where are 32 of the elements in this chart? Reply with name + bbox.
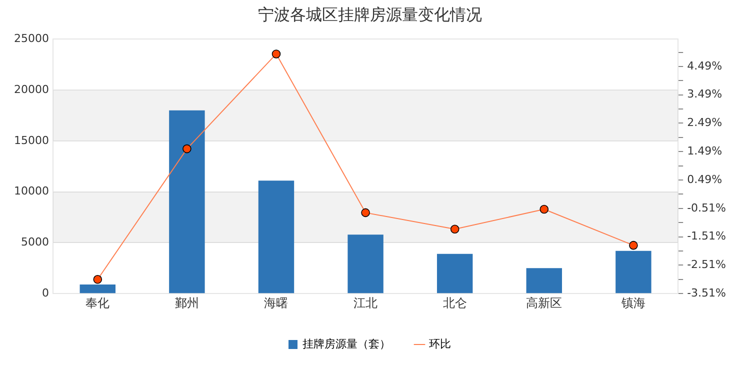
y-tick-label: 10000 [14, 184, 49, 198]
y2-tick-label: 4.49% [687, 59, 722, 72]
bar [436, 254, 473, 294]
y-tick-label: 0 [42, 286, 49, 300]
y2-tick-label: -3.51% [687, 286, 726, 300]
y2-tick-label: -0.51% [687, 201, 726, 214]
legend-label: 挂牌房源量（套） [302, 337, 390, 350]
x-tick-label: 鄞州 [174, 296, 199, 310]
bar [258, 180, 294, 294]
y-tick-label: 15000 [14, 134, 49, 147]
y2-tick-label: 2.49% [687, 116, 722, 130]
x-tick-label: 镇海 [620, 296, 646, 310]
y-tick-label: 25000 [14, 32, 49, 46]
bar [526, 268, 562, 294]
bar [80, 284, 116, 294]
bar [348, 234, 384, 294]
bar [169, 110, 205, 294]
y2-tick-label: -2.51% [687, 258, 726, 272]
legend-label: 环比 [429, 337, 451, 350]
chart-title: 宁波各城区挂牌房源量变化情况 [258, 4, 482, 24]
x-tick-label: 北仑 [442, 296, 467, 310]
y-tick-label: 20000 [14, 82, 49, 96]
x-tick-label: 高新区 [526, 296, 562, 310]
bar [616, 250, 652, 294]
x-tick-label: 海曙 [264, 296, 288, 310]
y2-tick-label: 3.49% [687, 88, 722, 101]
y-tick-label: 5000 [20, 236, 49, 249]
x-tick-label: 江北 [354, 296, 378, 310]
y2-tick-label: -1.51% [687, 230, 726, 243]
y2-tick-label: 0.49% [687, 172, 722, 186]
x-tick-label: 奉化 [86, 296, 110, 310]
y2-tick-label: 1.49% [687, 144, 722, 158]
